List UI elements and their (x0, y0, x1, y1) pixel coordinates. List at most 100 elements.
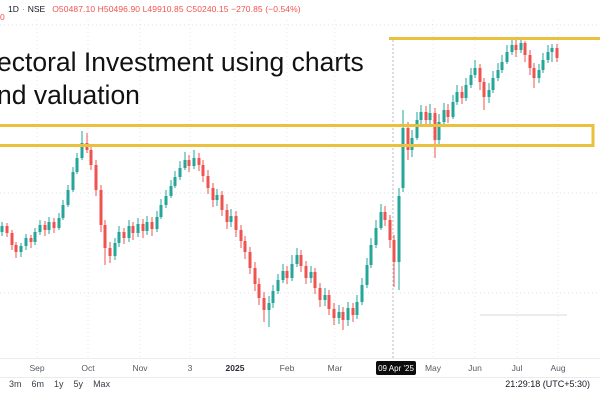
toolbar-top-border (0, 377, 600, 378)
candle-body (159, 205, 163, 217)
candle-body (437, 122, 441, 140)
candle-body (383, 212, 387, 220)
clock-utc-label[interactable]: 21:29:18 (UTC+5:30) (505, 379, 590, 389)
candle-body (99, 190, 103, 225)
candle-body (117, 232, 121, 243)
candle-body (428, 113, 432, 120)
candle-body (546, 52, 550, 60)
candle-body (360, 285, 364, 302)
candle-body (108, 248, 112, 256)
candle-body (332, 309, 336, 318)
candle-body (131, 226, 135, 233)
candle-body (365, 265, 369, 285)
candle-body (178, 168, 182, 177)
candle-body (473, 68, 477, 75)
selected-date-badge[interactable]: 09 Apr '25 (376, 361, 416, 375)
candle-body (276, 280, 280, 291)
candle-body (211, 188, 215, 200)
candle-body (299, 255, 303, 266)
candle-body (253, 268, 257, 284)
candle-body (248, 252, 252, 268)
candle-body (419, 112, 423, 120)
candle-body (89, 150, 93, 165)
candle-body (491, 78, 495, 90)
candle-body (337, 312, 341, 318)
candle-body (496, 70, 500, 78)
candle-body (183, 160, 187, 168)
candle-body (61, 205, 65, 218)
candle-body (519, 43, 523, 50)
candle-body (464, 85, 468, 98)
candle-body (271, 291, 275, 303)
candle-body (10, 233, 14, 245)
candle-body (243, 241, 247, 252)
candle-body (0, 226, 4, 232)
candle-body (346, 308, 350, 320)
candle-body (505, 52, 509, 62)
ohlc-values: O50487.10 H50496.90 L49910.85 C50240.15 … (52, 4, 301, 14)
caption-line-2: nd valuation (0, 80, 140, 110)
candle-body (164, 196, 168, 205)
candle-body (80, 143, 84, 158)
candle-body (323, 295, 327, 300)
candle-body (103, 225, 107, 248)
candle-body (262, 298, 266, 310)
header-separator: · (21, 4, 25, 14)
candle-body (187, 160, 191, 166)
range-button-5y[interactable]: 5y (73, 379, 84, 389)
candle-body (537, 70, 541, 78)
candle-body (304, 266, 308, 278)
candle-body (215, 195, 219, 200)
candle-body (487, 90, 491, 97)
candle-body (285, 271, 289, 278)
candle-body (369, 245, 373, 265)
candle-body (392, 240, 396, 262)
candle-body (313, 272, 317, 288)
candle-body (127, 226, 131, 238)
candle-body (295, 255, 299, 264)
candle-body (141, 224, 145, 231)
candle-body (47, 222, 51, 230)
caption-overlay: ectoral Investment using charts nd valua… (0, 46, 364, 112)
range-button-3m[interactable]: 3m (9, 379, 22, 389)
candle-body (482, 82, 486, 97)
candle-body (150, 222, 154, 229)
candle-body (220, 195, 224, 210)
candle-body (267, 303, 271, 310)
exchange-label[interactable]: NSE (27, 4, 46, 14)
candle-body (397, 196, 401, 262)
candle-body (38, 225, 42, 232)
candle-body (14, 245, 18, 252)
candle-body (257, 284, 261, 298)
candle-body (43, 225, 47, 230)
candle-body (309, 272, 313, 278)
candle-body (225, 210, 229, 222)
candle-body (57, 218, 61, 228)
candle-body (281, 271, 285, 280)
candle-body (541, 60, 545, 70)
candle-body (355, 302, 359, 315)
candle-body (239, 230, 243, 241)
candle-body (451, 102, 455, 117)
candle-body (192, 158, 196, 166)
candle-body (155, 217, 159, 229)
candle-body (234, 216, 238, 230)
timeframe-label[interactable]: 1D (8, 4, 19, 14)
candle-body (532, 68, 536, 78)
candle-body (122, 232, 126, 238)
candle-body (24, 238, 28, 246)
candle-body (75, 158, 79, 172)
candle-body (528, 55, 532, 68)
symbol-header: 1D · NSE O50487.10 H50496.90 L49910.85 C502… (8, 4, 301, 14)
clipped-indicator-value: 0 (0, 12, 5, 22)
candle-body (406, 128, 410, 150)
range-button-6m[interactable]: 6m (31, 379, 45, 389)
range-button-1y[interactable]: 1y (54, 379, 64, 389)
candle-body (169, 186, 173, 196)
support-resistance-box-drawing[interactable] (0, 124, 595, 147)
candle-body (341, 312, 345, 320)
range-button-max[interactable]: Max (93, 379, 111, 389)
candle-body (424, 112, 428, 120)
candle-body (374, 228, 378, 245)
